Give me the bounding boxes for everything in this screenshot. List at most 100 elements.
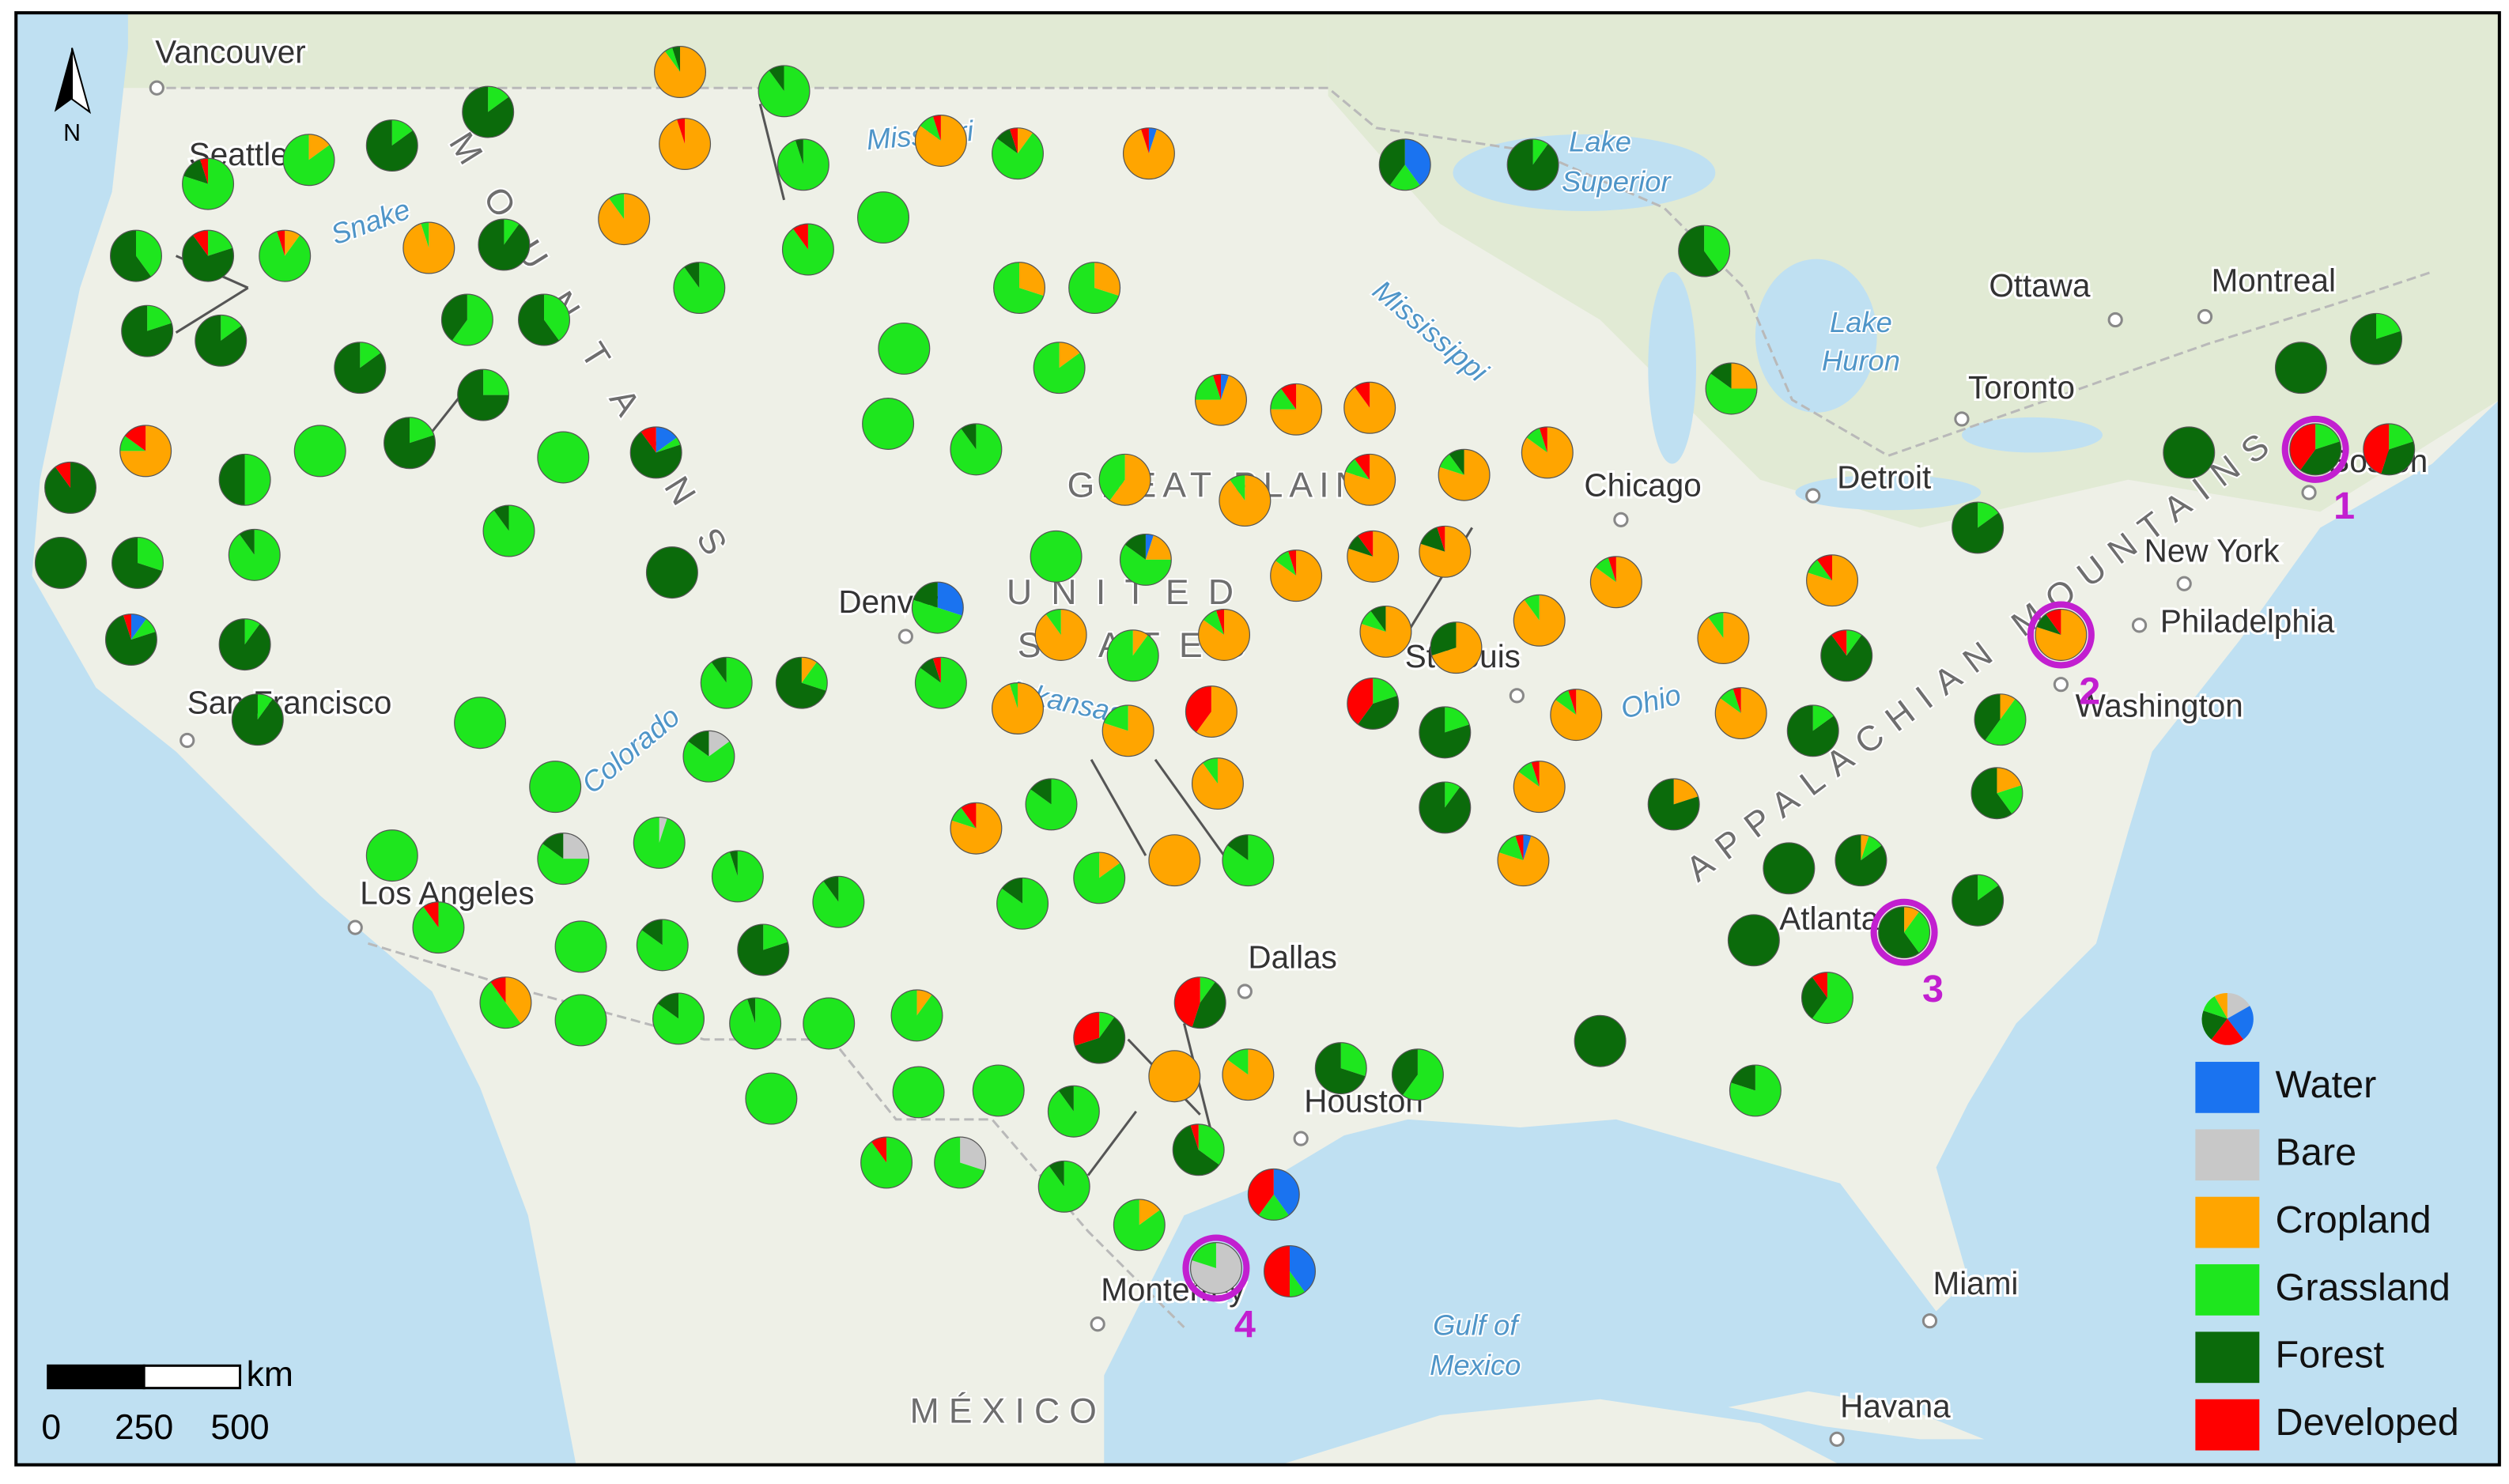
city-label: Washington: [2076, 688, 2243, 724]
pie-slice: [182, 235, 234, 281]
pie-outline: [737, 923, 790, 976]
legend-label: Developed: [2276, 1401, 2459, 1444]
pie-chart: [1678, 225, 1731, 278]
pie-slice: [1049, 1161, 1064, 1187]
pie-chart: [228, 528, 281, 581]
legend: Water Bare Cropland Grassland Forest Develope…: [2195, 993, 2459, 1451]
leader-line: [758, 104, 786, 201]
pie-chart: [911, 581, 964, 634]
pie-outline: [554, 920, 607, 973]
pie-outline: [478, 218, 531, 271]
pie-outline: [34, 536, 87, 589]
pie-slice: [2381, 441, 2415, 475]
pie-slice: [1099, 1012, 1115, 1038]
pie-chart: [1219, 474, 1272, 527]
pie-slice: [1010, 127, 1018, 154]
pie-slice: [1518, 762, 1540, 787]
pie-outline: [1106, 629, 1159, 682]
pie-outline: [2289, 423, 2342, 476]
pie-chart: [1378, 138, 1431, 191]
pie-chart: [1506, 138, 1559, 191]
pie-outline: [1343, 381, 1396, 434]
pie-slice: [1430, 621, 1457, 656]
pie-outline: [914, 656, 967, 709]
pie-chart: [479, 976, 532, 1029]
pie-outline: [457, 368, 510, 421]
pie-slice: [1419, 707, 1471, 758]
pie-chart: [282, 134, 335, 187]
pie-slice: [480, 982, 521, 1029]
pie-slice: [1731, 363, 1757, 389]
pie-chart: [775, 656, 828, 709]
pie-outline: [1222, 834, 1275, 887]
pie-slice: [1200, 976, 1215, 1003]
pie-outline: [462, 85, 515, 138]
pie-slice: [993, 262, 1044, 314]
pie-outline: [1073, 852, 1126, 904]
pie-chart: [914, 115, 967, 167]
pie-chart: [993, 262, 1046, 315]
highlight-ring: [2027, 601, 2095, 669]
pie-slice: [1221, 374, 1230, 400]
pie-slice: [916, 990, 932, 1016]
pie-slice: [893, 1067, 944, 1118]
pie-slice: [457, 369, 509, 421]
pie-slice: [441, 294, 467, 341]
pie-chart: [2350, 312, 2403, 365]
pie-slice: [1812, 972, 1853, 1024]
pie-slice: [1507, 138, 1559, 191]
region-label: MÉXICO: [910, 1392, 1106, 1431]
pie-slice: [1498, 836, 1524, 861]
highlight-ring: [1870, 898, 1938, 966]
city-label: Dallas: [1248, 938, 1336, 975]
pie-outline: [781, 223, 834, 276]
pie-outline: [1438, 448, 1491, 501]
pie-slice: [1148, 834, 1200, 886]
pie-chart: [182, 157, 235, 210]
scale-tick-label: 250: [115, 1408, 173, 1447]
pie-outline: [1148, 834, 1201, 887]
pie-outline: [1173, 976, 1226, 1029]
pie-slice: [1704, 225, 1730, 272]
pie-slice: [729, 851, 738, 877]
pie-slice: [183, 159, 209, 184]
pie-chart: [111, 536, 164, 589]
pie-outline: [1497, 834, 1550, 887]
pie-slice: [920, 116, 941, 141]
lake-huron: [1755, 259, 1877, 413]
pie-slice: [1539, 427, 1547, 453]
pie-outline: [1801, 972, 1853, 1025]
water-label: Mexico: [1430, 1349, 1521, 1381]
pie-chart: [1550, 689, 1603, 742]
pie-outline: [598, 193, 651, 246]
pie-slice: [1526, 428, 1547, 453]
pie-chart: [711, 850, 764, 903]
pie-slice: [490, 976, 506, 1003]
pie-slice: [413, 901, 464, 953]
pie-slice: [537, 432, 589, 483]
city-dot: [1613, 512, 1629, 527]
pie-slice: [1402, 1048, 1444, 1101]
leader-line: [175, 286, 249, 334]
pie-slice: [1531, 761, 1540, 787]
pie-slice: [932, 657, 941, 683]
pie-outline: [890, 989, 943, 1042]
pie-slice: [684, 262, 700, 289]
north-label: N: [63, 120, 81, 146]
pie-slice: [537, 844, 589, 885]
pie-slice: [656, 437, 681, 453]
pie-slice: [1103, 704, 1128, 731]
pie-chart: [2163, 426, 2216, 479]
pie-slice: [1710, 363, 1732, 389]
pie-slice: [652, 993, 705, 1044]
pie-slice: [2036, 614, 2061, 635]
pie-outline: [44, 461, 97, 514]
pie-slice: [934, 1137, 984, 1188]
scale-tick-label: 500: [210, 1408, 269, 1447]
pie-slice: [1392, 1048, 1418, 1096]
pie-chart: [529, 761, 582, 814]
pie-chart: [1574, 1014, 1627, 1067]
pie-slice: [1439, 454, 1464, 475]
legend-label: Forest: [2276, 1334, 2385, 1376]
city-dot: [2053, 677, 2069, 693]
